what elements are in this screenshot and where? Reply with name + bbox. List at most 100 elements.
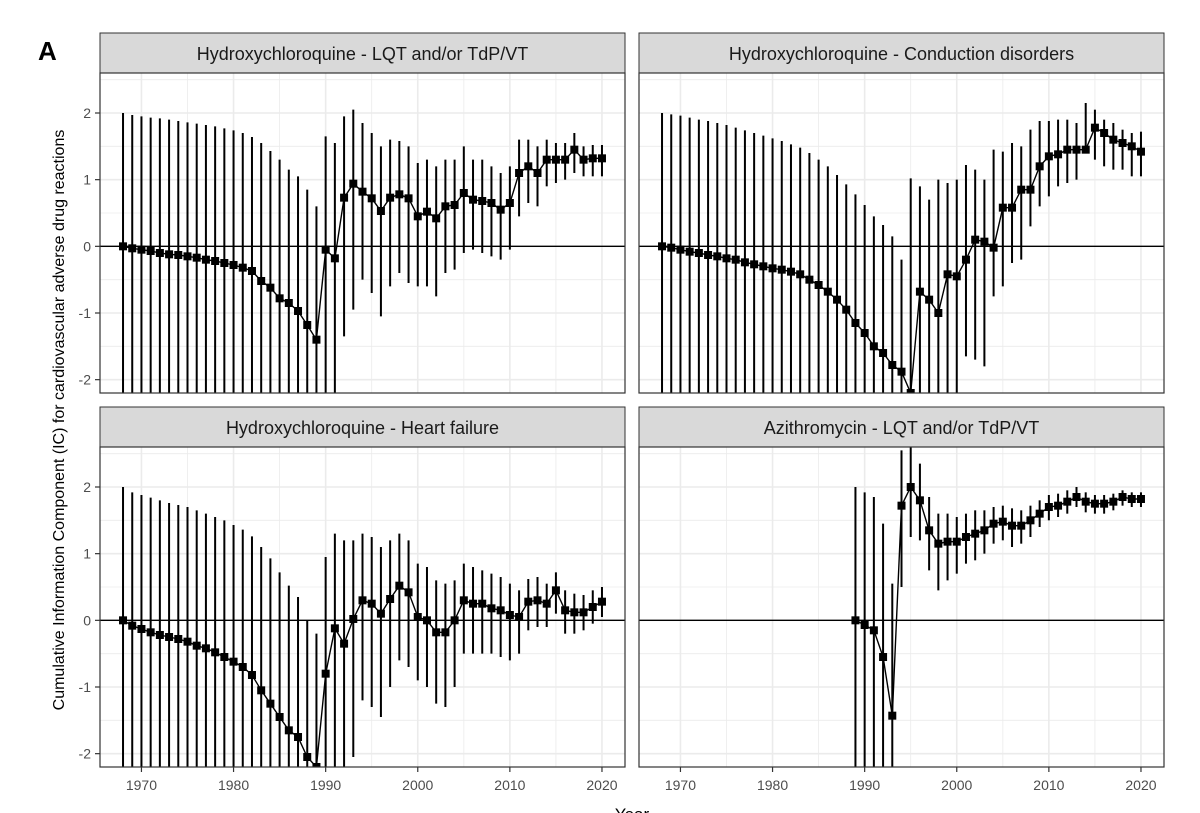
data-point: [1008, 203, 1017, 212]
data-point: [247, 671, 256, 679]
x-tick-label: 1970: [665, 777, 696, 793]
data-point: [1090, 123, 1099, 132]
data-point: [478, 197, 487, 205]
x-axis-label: Year: [615, 805, 650, 813]
x-tick-label: 2010: [494, 777, 525, 793]
data-point: [570, 608, 579, 617]
data-point: [340, 193, 349, 202]
data-point: [1127, 495, 1136, 503]
data-point: [515, 169, 524, 177]
data-point: [284, 726, 293, 735]
x-tick-label: 1970: [126, 777, 157, 793]
facet-strip: [638, 406, 1165, 448]
data-point: [597, 597, 606, 606]
data-point: [943, 537, 952, 546]
data-point: [842, 305, 851, 314]
data-point: [321, 245, 330, 254]
y-tick-label: 0: [83, 238, 91, 254]
panel-border: [638, 446, 1165, 768]
data-point: [777, 265, 786, 274]
data-point: [1044, 152, 1053, 161]
data-point: [731, 255, 740, 264]
data-point: [879, 653, 888, 661]
data-point: [275, 294, 284, 303]
data-point: [823, 287, 832, 296]
x-tick-label: 1990: [849, 777, 880, 793]
data-point: [119, 242, 128, 251]
data-point: [1118, 139, 1127, 147]
data-point: [330, 254, 339, 263]
data-point: [833, 295, 842, 304]
data-point: [1136, 147, 1145, 156]
data-point: [1109, 497, 1118, 506]
data-point: [321, 669, 330, 678]
series: [851, 447, 1145, 767]
data-point: [266, 699, 275, 708]
data-point: [961, 255, 970, 264]
data-point: [704, 251, 713, 259]
y-tick-label: 1: [83, 172, 91, 188]
data-point: [284, 299, 293, 307]
data-point: [275, 713, 284, 721]
y-tick-label: -1: [79, 679, 92, 695]
data-point: [588, 154, 597, 163]
data-point: [303, 321, 312, 329]
data-point: [658, 242, 667, 251]
data-point: [238, 263, 247, 272]
data-point: [906, 389, 915, 393]
facet-title: Hydroxychloroquine - Conduction disorder…: [729, 44, 1074, 64]
data-point: [450, 201, 459, 209]
data-point: [551, 586, 560, 595]
data-point: [128, 244, 137, 253]
data-point: [934, 539, 943, 548]
data-point: [137, 245, 146, 254]
data-point: [257, 686, 266, 695]
data-point: [340, 639, 349, 648]
facets: Hydroxychloroquine - LQT and/or TdP/VT -2…: [79, 32, 1165, 793]
data-point: [146, 628, 155, 637]
data-point: [376, 207, 385, 215]
data-point: [1063, 145, 1072, 154]
data-point: [943, 270, 952, 279]
facet-strip: [638, 32, 1165, 74]
x-tick-label: 2000: [941, 777, 972, 793]
data-point: [888, 361, 897, 369]
data-point: [925, 526, 934, 535]
data-point: [524, 162, 533, 171]
data-point: [155, 249, 164, 257]
facet-title: Hydroxychloroquine - LQT and/or TdP/VT: [197, 44, 529, 64]
data-point: [998, 517, 1007, 526]
data-point: [441, 202, 450, 211]
data-point: [1035, 162, 1044, 171]
data-point: [266, 283, 275, 292]
data-point: [413, 613, 422, 621]
data-point: [1026, 185, 1035, 194]
data-point: [174, 635, 183, 643]
data-point: [395, 190, 404, 199]
data-point: [469, 599, 478, 608]
data-point: [971, 529, 980, 538]
x-tick-label: 1980: [757, 777, 788, 793]
data-point: [588, 603, 597, 611]
data-point: [432, 628, 441, 637]
data-point: [805, 275, 814, 284]
data-point: [524, 597, 533, 606]
data-point: [404, 194, 413, 203]
data-point: [174, 251, 183, 259]
data-point: [367, 599, 376, 608]
data-point: [676, 245, 685, 254]
y-tick-label: 1: [83, 546, 91, 562]
data-point: [851, 616, 860, 625]
data-point: [879, 349, 888, 357]
data-point: [247, 267, 256, 275]
data-point: [478, 599, 487, 608]
data-point: [505, 611, 514, 619]
series: [658, 103, 1145, 393]
data-point: [450, 616, 459, 625]
data-point: [722, 254, 731, 263]
data-point: [1109, 135, 1118, 144]
data-point: [768, 264, 777, 273]
data-point: [312, 763, 321, 767]
data-point: [971, 235, 980, 244]
